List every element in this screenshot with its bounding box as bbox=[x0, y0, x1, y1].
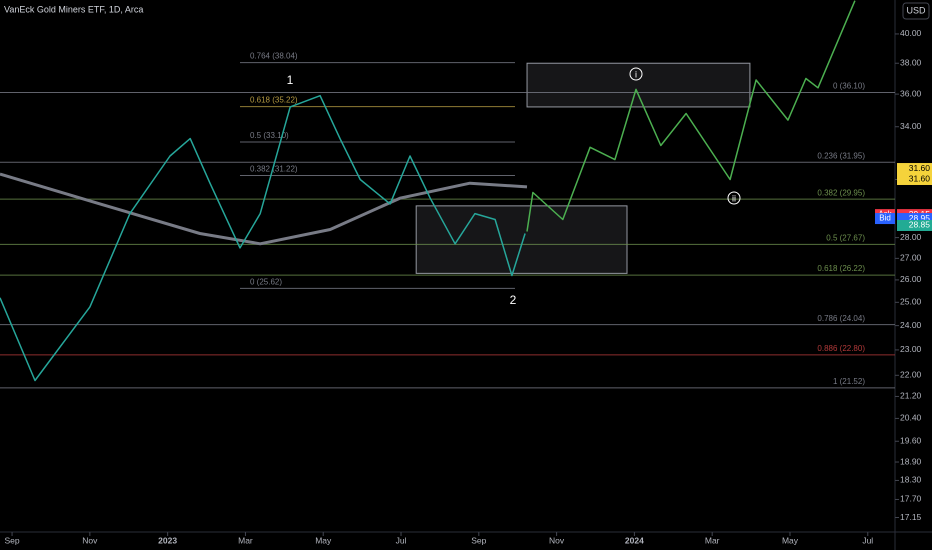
price-tag-label: 28.95 bbox=[909, 213, 931, 223]
price-line bbox=[0, 172, 528, 246]
price-tag bbox=[875, 213, 895, 225]
fib-label: 0 (36.10) bbox=[833, 82, 865, 91]
y-tick-label: 17.15 bbox=[900, 512, 922, 522]
chart-title: VanEck Gold Miners ETF, 1D, Arca bbox=[4, 4, 143, 14]
price-tag bbox=[897, 213, 932, 225]
price-tag bbox=[897, 173, 932, 185]
y-tick-label: 17.70 bbox=[900, 494, 922, 504]
price-tag bbox=[897, 219, 932, 231]
y-tick-label: 23.00 bbox=[900, 344, 922, 354]
y-tick-label: 40.00 bbox=[900, 28, 922, 38]
x-tick-label: May bbox=[315, 535, 332, 545]
y-tick-label: 22.00 bbox=[900, 370, 922, 380]
currency[interactable]: USD bbox=[906, 5, 926, 15]
zone bbox=[526, 62, 751, 108]
fib-label: 0.886 (22.80) bbox=[817, 344, 865, 353]
y-tick-label: 18.30 bbox=[900, 475, 922, 485]
y-tick-label: 28.00 bbox=[900, 232, 922, 242]
x-tick-label: Mar bbox=[238, 535, 253, 545]
fib-label: 0.5 (33.10) bbox=[250, 131, 289, 140]
y-tick-label: 38.00 bbox=[900, 57, 922, 67]
x-tick-label: Sep bbox=[471, 535, 486, 545]
y-tick-label: 25.00 bbox=[900, 297, 922, 307]
y-tick-label: 24.00 bbox=[900, 320, 922, 330]
x-tick-label: May bbox=[782, 535, 799, 545]
fib-label: 1 (21.52) bbox=[833, 377, 865, 386]
fib-label: 0.786 (24.04) bbox=[817, 314, 865, 323]
y-tick-label: 26.00 bbox=[900, 274, 922, 284]
zone bbox=[415, 205, 628, 274]
x-tick-label: Mar bbox=[705, 535, 720, 545]
price-line bbox=[0, 94, 526, 382]
x-tick-label: 2024 bbox=[625, 535, 644, 545]
plot: 0.764 (38.04) 0.618 (35.22) 0.5 (33.10) 0.3… bbox=[0, 0, 895, 389]
x-tick-label: Sep bbox=[4, 535, 19, 545]
fib-label: 0.618 (35.22) bbox=[250, 96, 298, 105]
wave-label: i bbox=[635, 69, 637, 79]
y-tick-label: 36.00 bbox=[900, 88, 922, 98]
price-tag-name: Bid bbox=[879, 214, 891, 223]
price-line bbox=[526, 0, 856, 232]
x-tick-label: Nov bbox=[549, 535, 565, 545]
fib-label: 0.618 (26.22) bbox=[817, 264, 865, 273]
price-tag-label: 31.60 bbox=[909, 174, 931, 184]
price-tag-label: 28.85 bbox=[909, 220, 931, 230]
y-tick-label: 21.20 bbox=[900, 391, 922, 401]
wave-circle bbox=[629, 67, 643, 81]
wave-label: 2 bbox=[510, 293, 517, 307]
currency-button[interactable] bbox=[902, 2, 930, 20]
wave-label: ii bbox=[732, 193, 736, 203]
x-tick-label: 2023 bbox=[158, 535, 177, 545]
fib-label: 0.382 (31.22) bbox=[250, 165, 298, 174]
fib-label: 0.5 (27.67) bbox=[826, 233, 865, 242]
x-tick-label: Nov bbox=[82, 535, 98, 545]
y-tick-label: 34.00 bbox=[900, 121, 922, 131]
wave-label: 1 bbox=[287, 73, 294, 87]
y-tick-label: 19.60 bbox=[900, 436, 922, 446]
price-tag-label: 31.60 bbox=[909, 163, 931, 173]
y-tick-label: 18.90 bbox=[900, 456, 922, 466]
y-tick-label: 20.40 bbox=[900, 413, 922, 423]
y-tick-label: 27.00 bbox=[900, 253, 922, 263]
x-tick-label: Jul bbox=[862, 535, 873, 545]
fib-label: 0.764 (38.04) bbox=[250, 52, 298, 61]
price-tag bbox=[897, 163, 932, 175]
wave-circle bbox=[727, 191, 741, 205]
x-tick-label: Jul bbox=[396, 535, 407, 545]
fib-label: 0.236 (31.95) bbox=[817, 151, 865, 160]
fib-label: 0.382 (29.95) bbox=[817, 188, 865, 197]
fib-label: 0 (25.62) bbox=[250, 277, 282, 286]
